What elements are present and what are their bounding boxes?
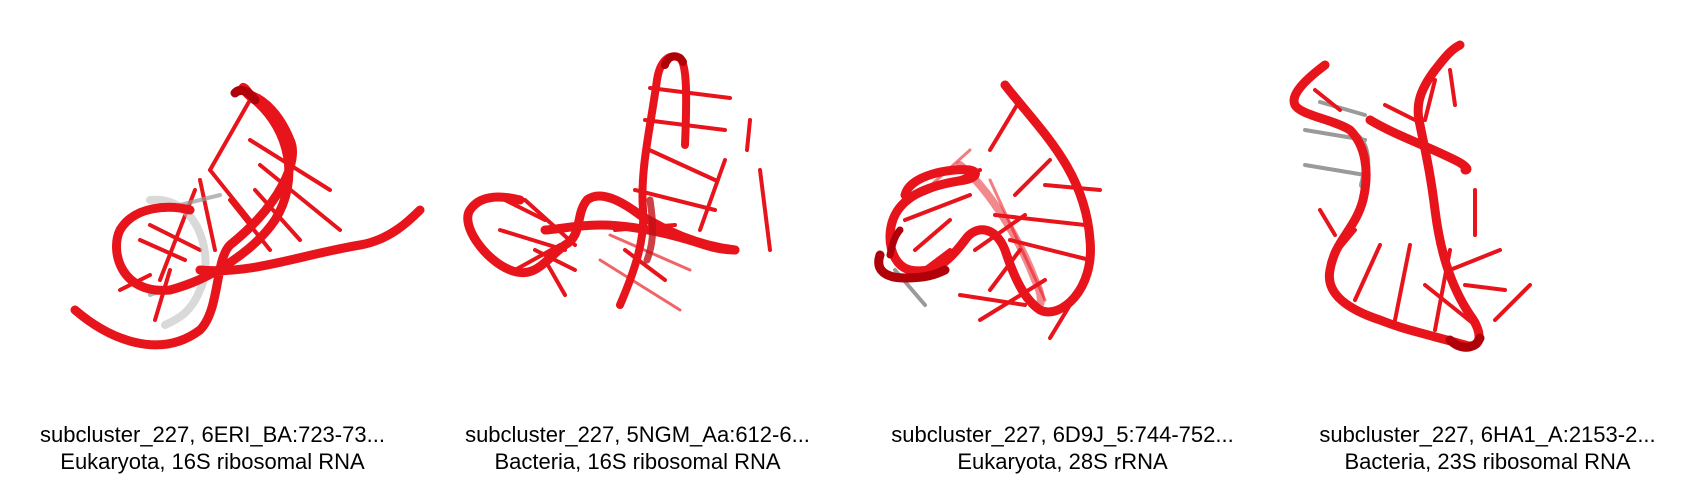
panel-organism-label: Bacteria, 16S ribosomal RNA (494, 449, 781, 474)
panel-id-label: subcluster_227, 6ERI_BA:723-73... (40, 422, 385, 447)
rna-structure-image-3 (874, 80, 1102, 340)
structure-panel-1: subcluster_227, 6ERI_BA:723-73... Eukary… (0, 0, 425, 480)
panel-organism-label: Eukaryota, 16S ribosomal RNA (60, 449, 365, 474)
rna-structure-image-4 (1289, 40, 1532, 352)
structure-panel-4: subcluster_227, 6HA1_A:2153-2... Bacteri… (1275, 0, 1700, 480)
structure-panel-3: subcluster_227, 6D9J_5:744-752... Eukary… (850, 0, 1275, 480)
panel-id-label: subcluster_227, 5NGM_Aa:612-6... (465, 422, 810, 447)
panel-organism-label: Bacteria, 23S ribosomal RNA (1344, 449, 1631, 474)
rna-structure-image-1 (70, 82, 425, 350)
panel-organism-label: Eukaryota, 28S rRNA (957, 449, 1168, 474)
panel-id-label: subcluster_227, 6D9J_5:744-752... (891, 422, 1234, 447)
rna-structure-image-2 (463, 52, 772, 312)
structure-panel-2: subcluster_227, 5NGM_Aa:612-6... Bacteri… (425, 0, 850, 480)
panel-id-label: subcluster_227, 6HA1_A:2153-2... (1319, 422, 1656, 447)
